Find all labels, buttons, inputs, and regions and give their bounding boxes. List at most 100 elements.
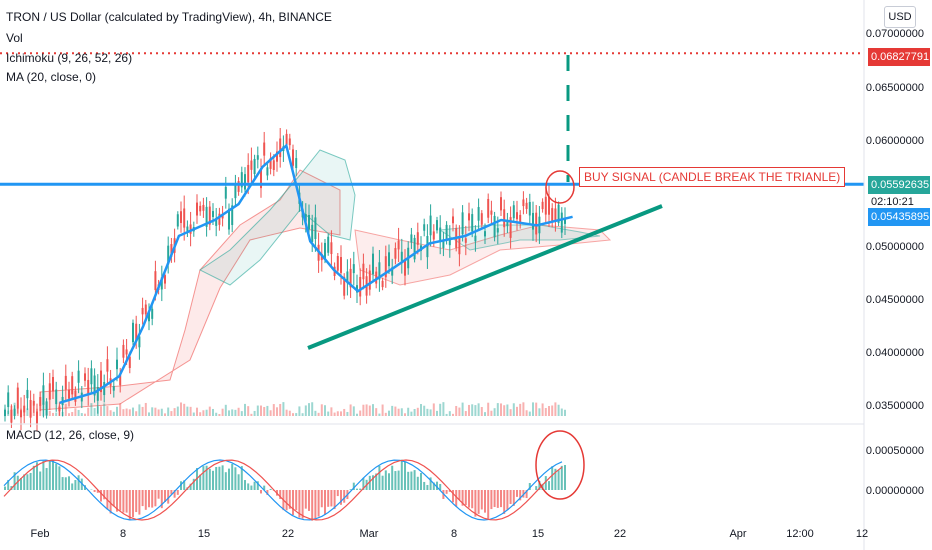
candle-body xyxy=(45,401,48,416)
volume-bar xyxy=(509,409,512,416)
volume-bar xyxy=(228,410,230,416)
macd-histogram-bar xyxy=(231,463,234,490)
macd-histogram-bar xyxy=(359,488,362,490)
volume-bar xyxy=(362,404,365,416)
candle-body xyxy=(269,157,272,169)
macd-histogram-bar xyxy=(384,470,387,490)
candle-body xyxy=(141,307,144,315)
macd-histogram-bar xyxy=(477,490,480,514)
volume-bar xyxy=(240,411,243,416)
volume-bar xyxy=(564,409,566,416)
macd-histogram-bar xyxy=(423,481,426,490)
macd-histogram-bar xyxy=(407,471,410,490)
macd-histogram-bar xyxy=(512,490,515,506)
volume-bar xyxy=(384,412,387,416)
candle-body xyxy=(276,151,278,162)
volume-bar xyxy=(269,410,272,416)
volume-bar xyxy=(125,408,128,416)
macd-histogram-bar xyxy=(266,490,269,496)
candle-body xyxy=(544,196,547,215)
macd-histogram-bar xyxy=(218,466,221,490)
candle-body xyxy=(272,160,275,170)
volume-bar xyxy=(429,409,432,416)
candle-body xyxy=(132,322,134,343)
candle-body xyxy=(464,238,467,243)
candle-body xyxy=(48,383,51,400)
candle-body xyxy=(7,392,10,408)
candle-body xyxy=(29,399,32,418)
volume-bar xyxy=(317,412,320,416)
volume-bar xyxy=(333,412,336,416)
candle-body xyxy=(100,370,102,393)
macd-histogram-bar xyxy=(368,475,371,490)
candle-body xyxy=(180,211,182,224)
volume-bar xyxy=(215,412,218,416)
macd-histogram-bar xyxy=(324,490,326,515)
macd-histogram-bar xyxy=(77,475,80,490)
volume-bar xyxy=(308,403,310,416)
price-tick: 0.04500000 xyxy=(865,294,924,306)
volume-bar xyxy=(55,412,58,416)
volume-bar xyxy=(84,413,86,416)
macd-histogram-bar xyxy=(461,490,464,506)
candle-body xyxy=(170,244,173,257)
volume-bar xyxy=(250,413,253,416)
volume-bar xyxy=(106,406,109,416)
macd-histogram-bar xyxy=(500,490,502,508)
currency-button[interactable]: USD xyxy=(884,6,916,28)
candle-body xyxy=(551,208,554,223)
candle-body xyxy=(429,215,432,236)
candle-body xyxy=(346,271,349,284)
candle-body xyxy=(564,218,566,224)
candle-body xyxy=(208,206,211,225)
candle-body xyxy=(237,181,240,192)
price-tick: 0.05000000 xyxy=(865,241,924,253)
price-tick: 0.04000000 xyxy=(865,347,924,359)
candle-body xyxy=(13,408,16,416)
macd-histogram-bar xyxy=(564,465,566,490)
x-tick: 12:00 xyxy=(786,528,814,540)
volume-bar xyxy=(519,403,522,416)
candle-body xyxy=(240,172,243,188)
candle-body xyxy=(516,212,518,220)
volume-bar xyxy=(221,408,224,416)
candle-body xyxy=(260,168,262,189)
candle-body xyxy=(404,258,406,276)
candle-body xyxy=(164,275,166,284)
candle-body xyxy=(308,214,310,230)
x-tick: Mar xyxy=(359,528,379,540)
volume-bar xyxy=(311,402,314,416)
macd-histogram-bar xyxy=(308,490,310,511)
volume-bar xyxy=(516,406,518,416)
volume-bar xyxy=(103,403,106,416)
candle-body xyxy=(20,410,22,418)
candle-body xyxy=(295,158,298,168)
macd-histogram-bar xyxy=(39,471,42,490)
macd-histogram-bar xyxy=(301,490,304,519)
macd-histogram-bar xyxy=(183,480,186,490)
candle-body xyxy=(285,133,288,145)
candle-body xyxy=(74,390,77,402)
macd-histogram-bar xyxy=(292,490,294,515)
candle-body xyxy=(186,226,189,231)
macd-histogram-bar xyxy=(176,490,179,495)
volume-bar xyxy=(112,411,115,416)
candle-body xyxy=(548,196,550,215)
countdown-tag: 02:10:21 xyxy=(871,196,914,208)
macd-line xyxy=(3,459,563,521)
macd-histogram-bar xyxy=(400,459,403,490)
candle-body xyxy=(400,251,403,261)
volume-bar xyxy=(192,412,195,416)
volume-bar xyxy=(413,408,416,416)
candle-body xyxy=(445,224,448,241)
macd-histogram-bar xyxy=(375,473,378,490)
volume-bar xyxy=(343,408,346,416)
macd-histogram-bar xyxy=(93,490,96,492)
volume-bar xyxy=(381,404,384,416)
volume-bar xyxy=(532,402,534,416)
volume-bar xyxy=(490,410,493,416)
candle-body xyxy=(490,210,493,215)
volume-bar xyxy=(320,404,323,416)
macd-histogram-bar xyxy=(16,475,19,490)
